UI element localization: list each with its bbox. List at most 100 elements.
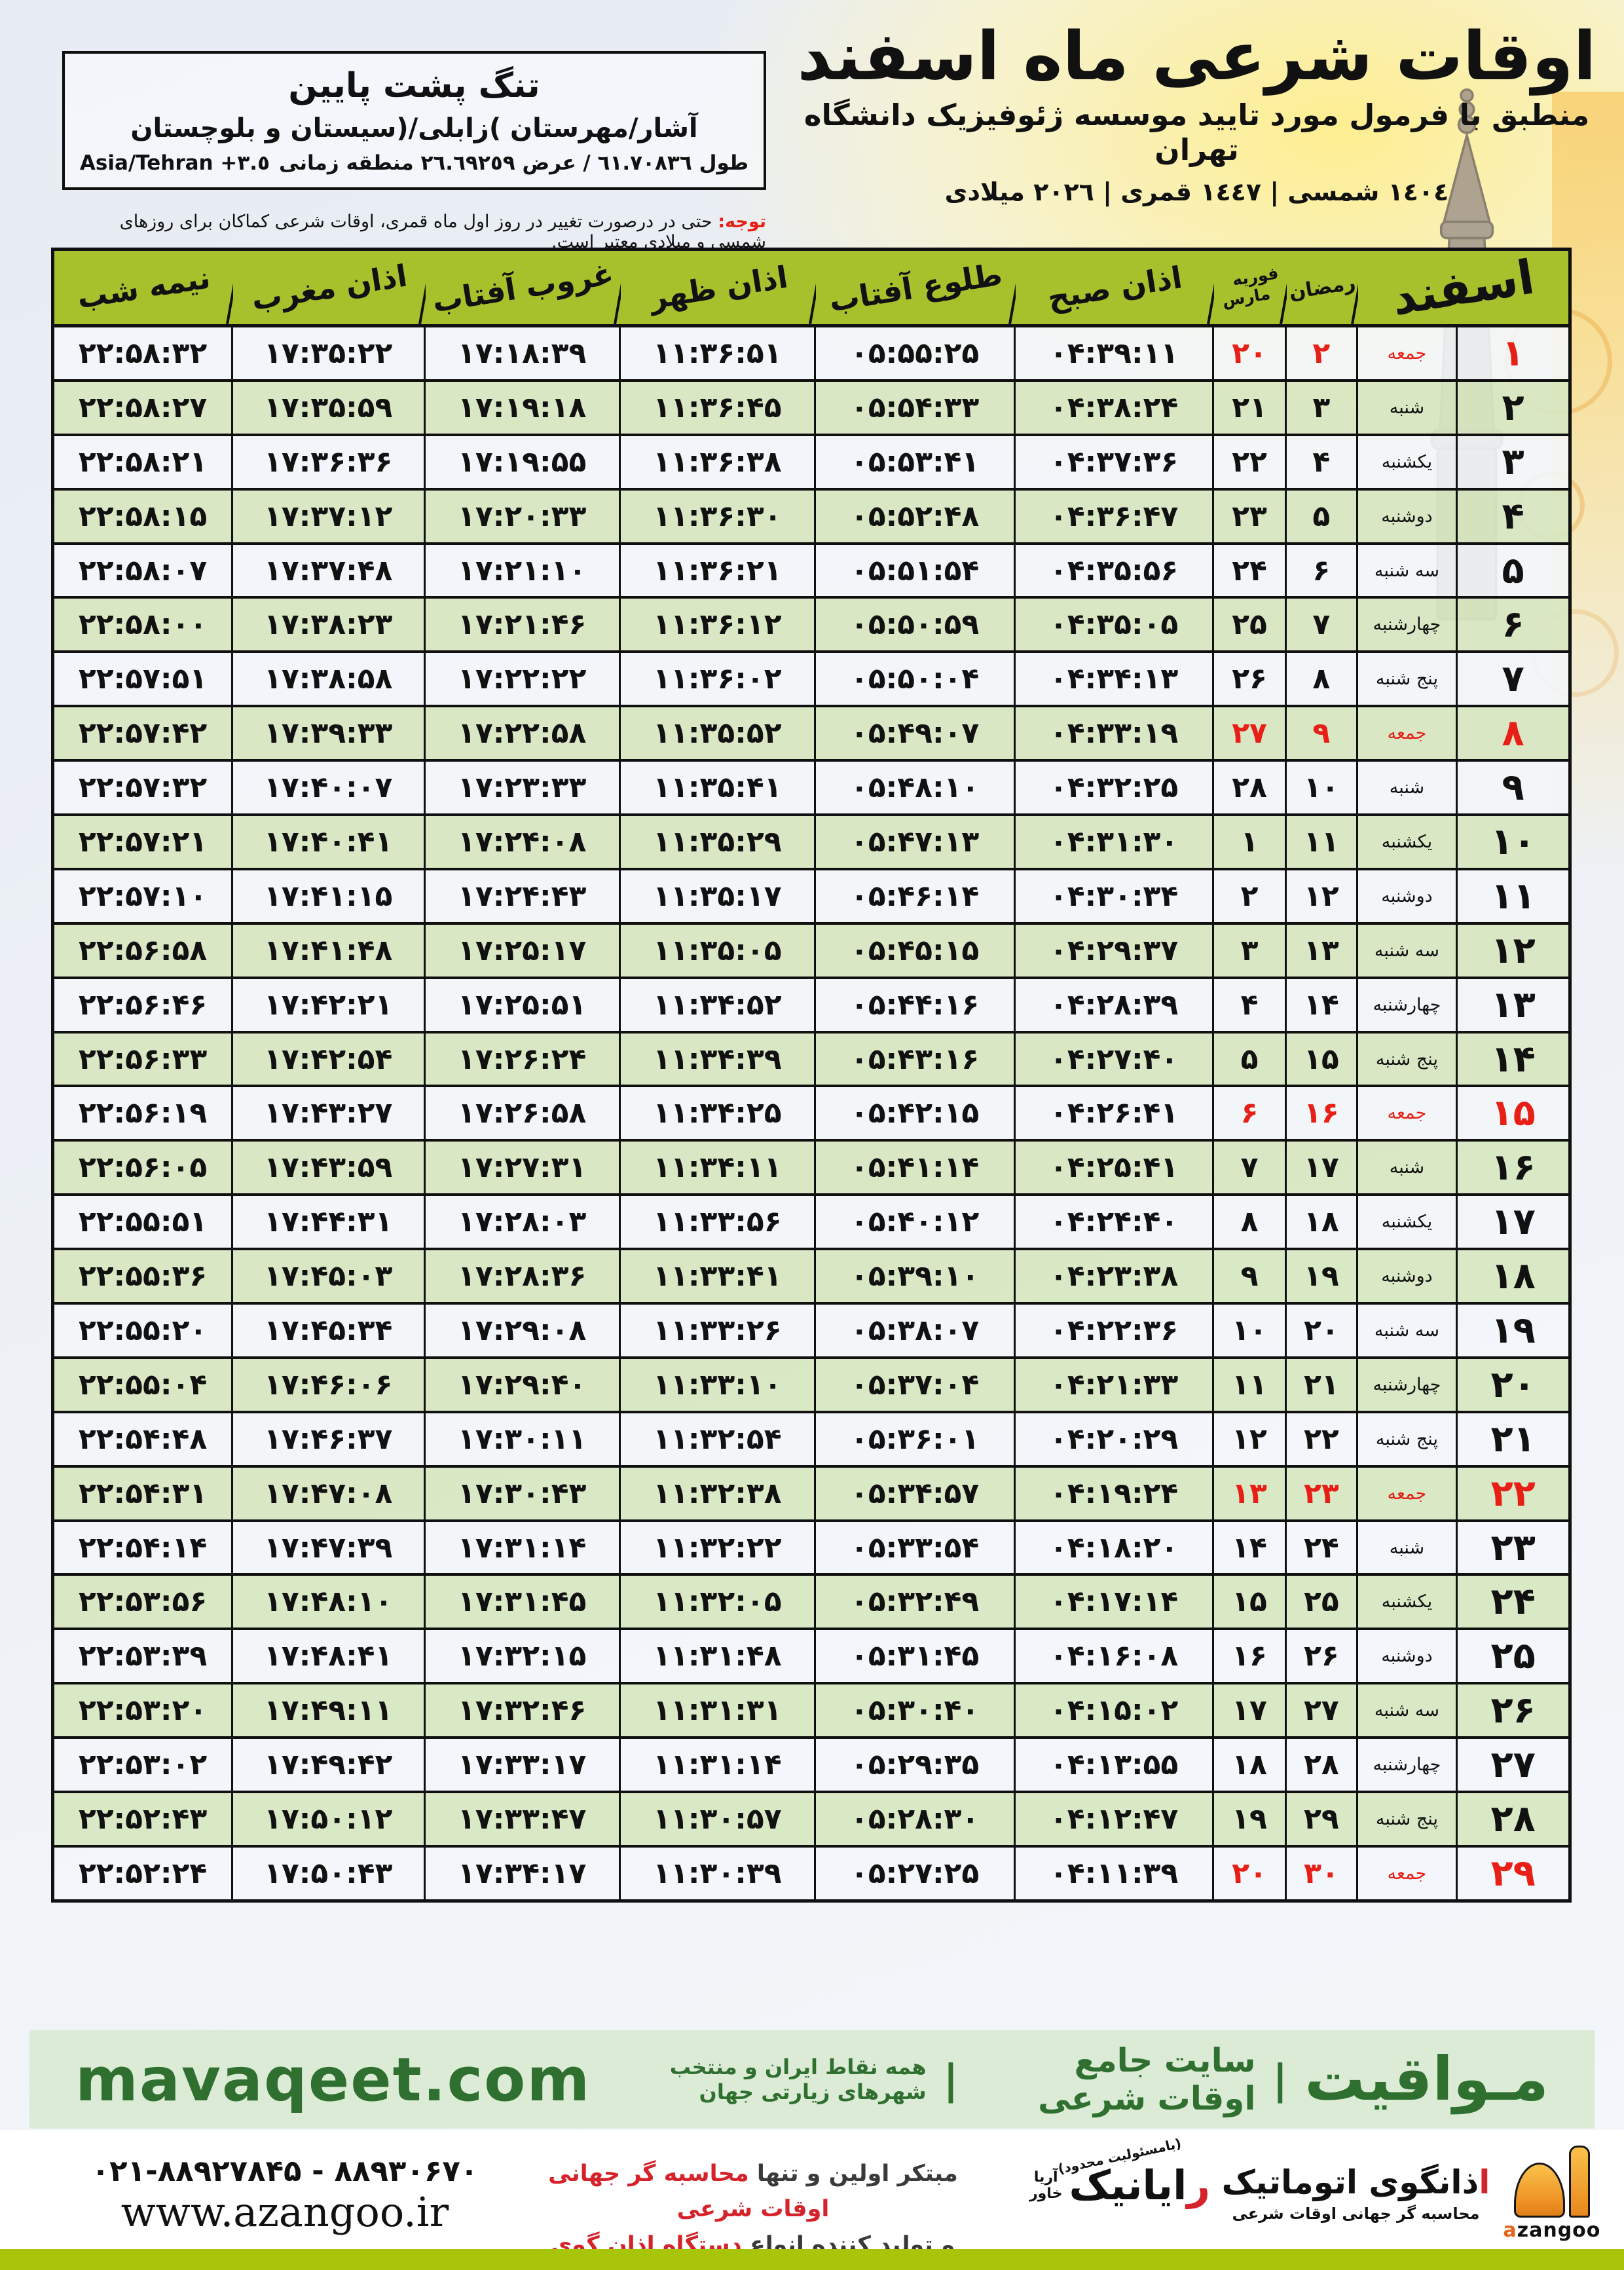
cell-gregorian-day: ۲۴: [1214, 544, 1287, 597]
cell-gregorian-day: ۲۶: [1214, 653, 1287, 705]
cell-maghrib-time: ۱۷:۴۷:۳۹: [233, 1521, 426, 1574]
cell-ramadan-day: ۴: [1287, 436, 1358, 488]
cell-gregorian-day: ۲۲: [1214, 436, 1287, 488]
cell-gregorian-day: ۲۳: [1214, 490, 1287, 542]
cell-dhuhr-time: ۱۱:۳۵:۴۱: [621, 762, 816, 814]
title-block: اوقات شرعی ماه اسفند منطبق با فرمول مورد…: [792, 18, 1601, 207]
cell-maghrib-time: ۱۷:۳۵:۵۹: [233, 381, 426, 434]
cell-sunrise-time: ۰۵:۵۰:۵۹: [816, 599, 1016, 651]
column-header-dhuhr: اذان ظهر: [621, 251, 816, 324]
cell-midnight-time: ۲۲:۵۴:۳۱: [54, 1467, 233, 1519]
table-row: ۱۹ سه شنبه ۲۰ ۱۰ ۰۴:۲۲:۳۶ ۰۵:۳۸:۰۷ ۱۱:۳۳…: [54, 1302, 1568, 1356]
cell-sunrise-time: ۰۵:۳۶:۰۱: [816, 1413, 1016, 1465]
cell-day-number: ۲۸: [1490, 1797, 1536, 1840]
table-row: ۱۳ چهارشنبه ۱۴ ۴ ۰۴:۲۸:۳۹ ۰۵:۴۴:۱۶ ۱۱:۳۴…: [54, 976, 1568, 1031]
bottom-footer: ۰۲۱-۸۸۹۲۷۸۴۵ - ۸۸۹۳۰۶۷۰ www.azangoo.ir م…: [0, 2130, 1624, 2270]
cell-dhuhr-time: ۱۱:۳۲:۰۵: [621, 1576, 816, 1628]
cell-midnight-time: ۲۲:۵۲:۲۴: [54, 1847, 233, 1899]
cell-day-number: ۸: [1502, 712, 1524, 755]
cell-maghrib-time: ۱۷:۴۹:۴۲: [233, 1739, 426, 1791]
phone-numbers: ۰۲۱-۸۸۹۲۷۸۴۵ - ۸۸۹۳۰۶۷۰: [91, 2153, 479, 2188]
cell-sunset-time: ۱۷:۳۰:۴۳: [426, 1467, 621, 1519]
cell-maghrib-time: ۱۷:۳۹:۳۳: [233, 707, 426, 760]
cell-ramadan-day: ۱۵: [1287, 1033, 1358, 1085]
cell-midnight-time: ۲۲:۵۵:۰۴: [54, 1358, 233, 1411]
cell-sunset-time: ۱۷:۲۴:۴۳: [426, 870, 621, 922]
cell-gregorian-day: ۵: [1214, 1033, 1287, 1085]
cell-maghrib-time: ۱۷:۵۰:۴۳: [233, 1847, 426, 1899]
cell-ramadan-day: ۱۲: [1287, 870, 1358, 922]
column-header-ramadan: رمضان: [1287, 251, 1358, 324]
cell-dhuhr-time: ۱۱:۳۶:۵۱: [621, 327, 816, 379]
cell-sunrise-time: ۰۵:۴۲:۱۵: [816, 1087, 1016, 1140]
cell-sunset-time: ۱۷:۲۱:۴۶: [426, 599, 621, 651]
cell-gregorian-day: ۱۴: [1214, 1521, 1287, 1574]
cell-fajr-time: ۰۴:۳۵:۰۵: [1016, 599, 1215, 651]
cell-gregorian-day: ۲: [1214, 870, 1287, 922]
cell-dhuhr-time: ۱۱:۳۳:۴۱: [621, 1250, 816, 1303]
cell-maghrib-time: ۱۷:۴۳:۲۷: [233, 1087, 426, 1140]
azangoo-logo: اذانگوی اتوماتیک محاسبه گر جهانی اوقات ش…: [1222, 2146, 1600, 2242]
notice-text: حتی در درصورت تغییر در روز اول ماه قمری،…: [119, 212, 766, 252]
cell-day-number: ۲۶: [1490, 1689, 1536, 1732]
table-body: ۱ جمعه ۲ ۲۰ ۰۴:۳۹:۱۱ ۰۵:۵۵:۲۵ ۱۱:۳۶:۵۱ ۱…: [54, 327, 1568, 1899]
cell-fajr-time: ۰۴:۳۲:۲۵: [1016, 762, 1215, 814]
cell-ramadan-day: ۱۳: [1287, 924, 1358, 977]
cell-day-number: ۲۷: [1490, 1743, 1536, 1787]
cell-fajr-time: ۰۴:۳۴:۱۳: [1016, 653, 1215, 705]
cell-gregorian-day: ۴: [1214, 978, 1287, 1031]
cell-sunrise-time: ۰۵:۴۶:۱۴: [816, 870, 1016, 922]
page-subtitle: منطبق با فرمول مورد تایید موسسه ژئوفیزیک…: [803, 98, 1590, 168]
table-row: ۲۶ سه شنبه ۲۷ ۱۷ ۰۴:۱۵:۰۲ ۰۵:۳۰:۴۰ ۱۱:۳۱…: [54, 1682, 1568, 1737]
table-row: ۶ چهارشنبه ۷ ۲۵ ۰۴:۳۵:۰۵ ۰۵:۵۰:۵۹ ۱۱:۳۶:…: [54, 596, 1568, 651]
table-header-row: اسفند رمضان فوریه مارس اذان صبح طلوع آفت…: [54, 251, 1568, 327]
mavaqeet-brand-fa: مـواقیت: [1304, 2044, 1549, 2114]
cell-day-number: ۲۵: [1490, 1635, 1536, 1678]
table-row: ۲۳ شنبه ۲۴ ۱۴ ۰۴:۱۸:۲۰ ۰۵:۳۳:۵۴ ۱۱:۳۲:۲۲…: [54, 1519, 1568, 1574]
cell-day-number: ۱۰: [1490, 820, 1536, 863]
cell-dhuhr-time: ۱۱:۳۲:۵۴: [621, 1413, 816, 1465]
cell-sunset-time: ۱۷:۳۲:۱۵: [426, 1630, 621, 1683]
cell-weekday: یکشنبه: [1358, 816, 1458, 868]
cell-dhuhr-time: ۱۱:۳۵:۰۵: [621, 924, 816, 977]
location-box: تنگ پشت پایین آشار/مهرستان )زابلی/(سیستا…: [62, 51, 766, 190]
mavaqeet-description: سایت جامع اوقات شرعی: [1038, 2041, 1256, 2117]
cell-weekday: جمعه: [1358, 1467, 1458, 1519]
cell-midnight-time: ۲۲:۵۶:۳۳: [54, 1033, 233, 1085]
column-header-maghrib: اذان مغرب: [233, 251, 426, 324]
cell-ramadan-day: ۸: [1287, 653, 1358, 705]
cell-sunrise-time: ۰۵:۵۱:۵۴: [816, 544, 1016, 597]
cell-gregorian-day: ۳: [1214, 924, 1287, 977]
cell-sunset-time: ۱۷:۲۱:۱۰: [426, 544, 621, 597]
cell-maghrib-time: ۱۷:۴۸:۴۱: [233, 1630, 426, 1683]
cell-ramadan-day: ۲۵: [1287, 1576, 1358, 1628]
cell-gregorian-day: ۱۸: [1214, 1739, 1287, 1791]
cell-midnight-time: ۲۲:۵۶:۱۹: [54, 1087, 233, 1140]
cell-day-number: ۳: [1502, 440, 1524, 483]
column-header-esfand: اسفند: [1388, 251, 1538, 324]
location-region: آشار/مهرستان )زابلی/(سیستان و بلوچستان: [130, 113, 698, 143]
cell-gregorian-day: ۹: [1214, 1250, 1287, 1303]
cell-day-number: ۶: [1502, 603, 1524, 646]
cell-midnight-time: ۲۲:۵۸:۰۷: [54, 544, 233, 597]
cell-sunset-time: ۱۷:۳۱:۴۵: [426, 1576, 621, 1628]
cell-ramadan-day: ۳۰: [1287, 1847, 1358, 1899]
cell-weekday: شنبه: [1358, 762, 1458, 814]
cell-midnight-time: ۲۲:۵۷:۵۱: [54, 653, 233, 705]
cell-fajr-time: ۰۴:۲۸:۳۹: [1016, 978, 1215, 1031]
cell-midnight-time: ۲۲:۵۸:۲۱: [54, 436, 233, 488]
cell-sunrise-time: ۰۵:۳۹:۱۰: [816, 1250, 1016, 1303]
cell-fajr-time: ۰۴:۲۲:۳۶: [1016, 1305, 1215, 1356]
cell-dhuhr-time: ۱۱:۳۶:۴۵: [621, 381, 816, 434]
cell-fajr-time: ۰۴:۱۷:۱۴: [1016, 1576, 1215, 1628]
cell-day-number: ۱۱: [1490, 874, 1536, 918]
cell-maghrib-time: ۱۷:۳۸:۵۸: [233, 653, 426, 705]
cell-sunset-time: ۱۷:۳۲:۴۶: [426, 1684, 621, 1737]
cell-weekday: سه شنبه: [1358, 544, 1458, 597]
cell-sunset-time: ۱۷:۲۹:۰۸: [426, 1305, 621, 1356]
cell-maghrib-time: ۱۷:۴۱:۴۸: [233, 924, 426, 977]
cell-fajr-time: ۰۴:۱۹:۲۴: [1016, 1467, 1215, 1519]
table-row: ۱۵ جمعه ۱۶ ۶ ۰۴:۲۶:۴۱ ۰۵:۴۲:۱۵ ۱۱:۳۴:۲۵ …: [54, 1085, 1568, 1140]
cell-sunset-time: ۱۷:۲۵:۵۱: [426, 978, 621, 1031]
cell-weekday: چهارشنبه: [1358, 599, 1458, 651]
